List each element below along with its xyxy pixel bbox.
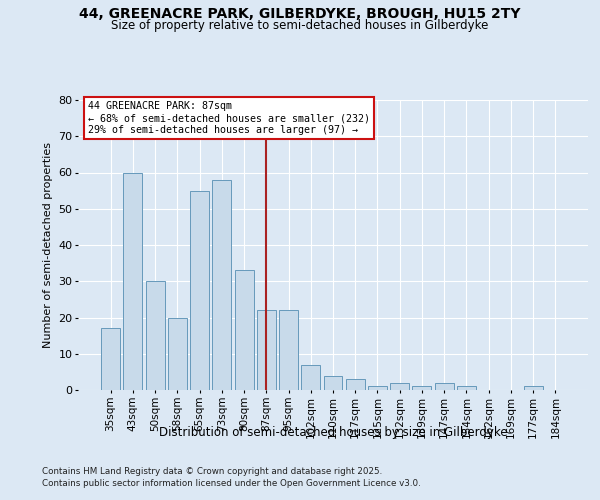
Bar xyxy=(146,281,164,390)
Bar xyxy=(346,379,365,390)
Bar xyxy=(168,318,187,390)
Bar xyxy=(368,386,387,390)
Bar xyxy=(524,386,542,390)
Bar xyxy=(457,386,476,390)
Text: Size of property relative to semi-detached houses in Gilberdyke: Size of property relative to semi-detach… xyxy=(112,18,488,32)
Bar xyxy=(124,172,142,390)
Y-axis label: Number of semi-detached properties: Number of semi-detached properties xyxy=(43,142,53,348)
Bar xyxy=(257,310,276,390)
Bar xyxy=(301,364,320,390)
Bar xyxy=(101,328,120,390)
Bar xyxy=(435,383,454,390)
Text: 44, GREENACRE PARK, GILBERDYKE, BROUGH, HU15 2TY: 44, GREENACRE PARK, GILBERDYKE, BROUGH, … xyxy=(79,8,521,22)
Text: Contains HM Land Registry data © Crown copyright and database right 2025.: Contains HM Land Registry data © Crown c… xyxy=(42,467,382,476)
Bar xyxy=(412,386,431,390)
Text: Distribution of semi-detached houses by size in Gilberdyke: Distribution of semi-detached houses by … xyxy=(158,426,508,439)
Bar xyxy=(212,180,231,390)
Bar xyxy=(390,383,409,390)
Bar xyxy=(323,376,343,390)
Bar xyxy=(190,190,209,390)
Text: Contains public sector information licensed under the Open Government Licence v3: Contains public sector information licen… xyxy=(42,478,421,488)
Bar xyxy=(279,310,298,390)
Text: 44 GREENACRE PARK: 87sqm
← 68% of semi-detached houses are smaller (232)
29% of : 44 GREENACRE PARK: 87sqm ← 68% of semi-d… xyxy=(88,102,370,134)
Bar xyxy=(235,270,254,390)
